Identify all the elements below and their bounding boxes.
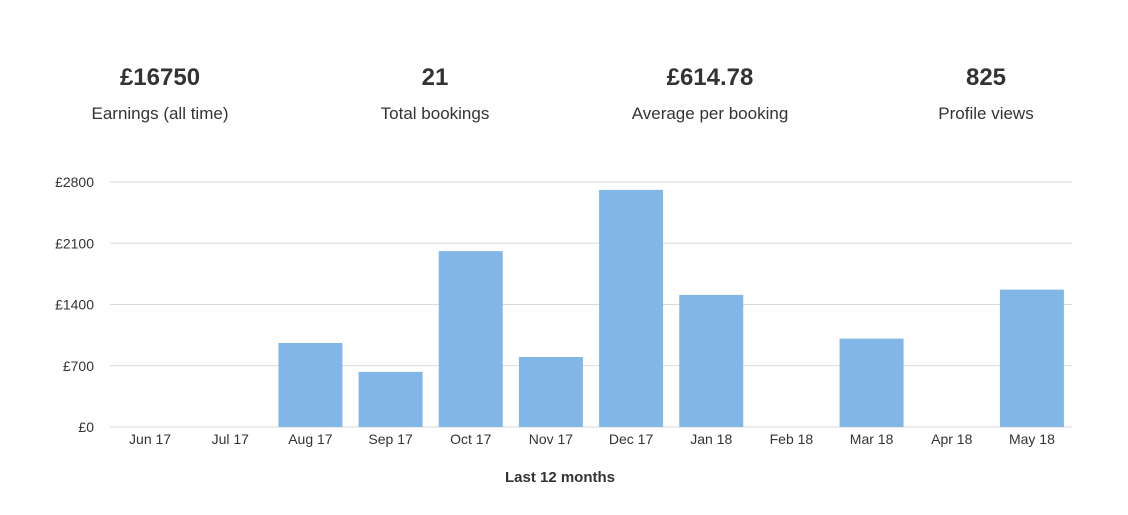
x-tick-label: Feb 18 [770, 431, 814, 447]
bar [679, 294, 744, 427]
earnings-label: Earnings (all time) [91, 104, 229, 123]
earnings-chart: £0 £700 £1400 £2100 £2800 Jun 17 Jul 17 Aug 17… [0, 160, 1128, 510]
stat-total-bookings: 21 Total bookings [315, 60, 555, 126]
x-tick-label: Aug 17 [288, 431, 333, 447]
bar [358, 371, 423, 427]
x-tick-label: Oct 17 [450, 431, 491, 447]
x-tick-label: Dec 17 [609, 431, 654, 447]
x-tick-label: Jul 17 [212, 431, 250, 447]
grid-lines [110, 181, 1072, 428]
y-tick-label: £2800 [55, 174, 94, 190]
average-per-booking-label: Average per booking [631, 104, 789, 123]
y-tick-label: £1400 [55, 297, 94, 313]
stat-profile-views: 825 Profile views [866, 60, 1106, 126]
x-tick-label: Nov 17 [529, 431, 574, 447]
bar [518, 357, 583, 427]
average-per-booking-value: £614.78 [666, 64, 754, 91]
bar [599, 189, 664, 427]
x-tick-label: Mar 18 [850, 431, 894, 447]
y-axis-ticks: £0 £700 £1400 £2100 £2800 [55, 174, 94, 435]
bar [999, 289, 1064, 427]
earnings-value: £16750 [119, 64, 201, 91]
y-tick-label: £0 [78, 419, 94, 435]
stat-average-per-booking: £614.78 Average per booking [590, 60, 830, 126]
x-tick-label: Sep 17 [368, 431, 413, 447]
bar-chart-svg: £0 £700 £1400 £2100 £2800 Jun 17 Jul 17 Aug 17… [55, 174, 1072, 486]
stat-earnings: £16750 Earnings (all time) [40, 60, 280, 126]
summary-stats: £16750 Earnings (all time) 21 Total book… [0, 0, 1128, 150]
x-tick-label: Jan 18 [690, 431, 732, 447]
y-tick-label: £2100 [55, 235, 94, 251]
profile-views-value: 825 [965, 64, 1007, 91]
total-bookings-label: Total bookings [380, 104, 490, 123]
x-tick-label: Jun 17 [129, 431, 171, 447]
bar [278, 343, 343, 427]
bar [438, 251, 503, 427]
bar [839, 338, 904, 427]
x-axis-label: Last 12 months [505, 469, 615, 486]
x-axis-ticks: Jun 17 Jul 17 Aug 17 Sep 17 Oct 17 Nov 17 Dec … [129, 431, 1055, 447]
x-tick-label: Apr 18 [931, 431, 972, 447]
x-tick-label: May 18 [1009, 431, 1055, 447]
y-tick-label: £700 [63, 358, 94, 374]
bars [278, 189, 1064, 427]
total-bookings-value: 21 [421, 64, 449, 91]
profile-views-label: Profile views [938, 104, 1034, 123]
